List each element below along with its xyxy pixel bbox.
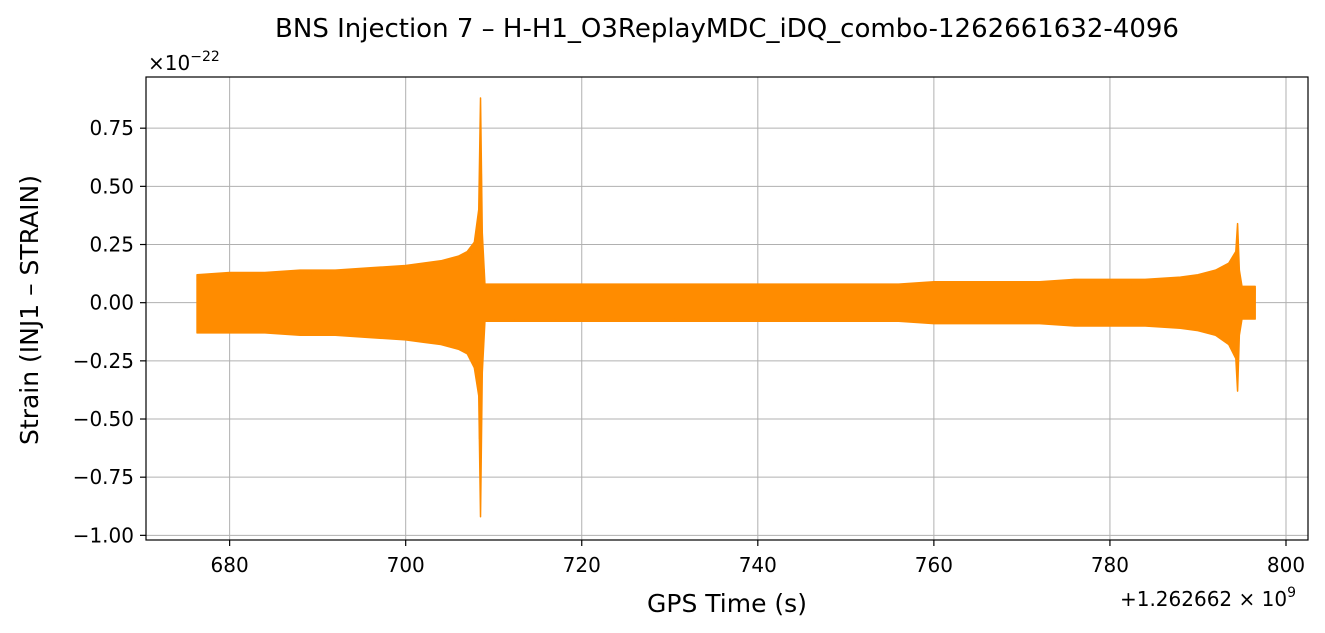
x-offset-exponent: 9: [1287, 585, 1296, 601]
x-offset-base: +1.262662 × 10: [1120, 587, 1287, 611]
y-multiplier: ×10−22: [148, 49, 220, 75]
strain-trace: [196, 128, 1256, 463]
y-tick-label: 0.25: [89, 233, 134, 257]
x-tick-label: 720: [563, 553, 601, 577]
y-tick-label: −0.50: [73, 407, 134, 431]
x-tick-label: 700: [387, 553, 425, 577]
x-axis-ticks: 680 700 720 740 760 780 800: [211, 540, 1305, 577]
y-axis-label: Strain (INJ1 – STRAIN): [15, 175, 44, 445]
y-tick-label: −0.25: [73, 349, 134, 373]
y-tick-label: 0.50: [89, 174, 134, 198]
x-tick-label: 680: [211, 553, 249, 577]
y-tick-label: −1.00: [73, 523, 134, 547]
x-axis-label: GPS Time (s): [647, 589, 807, 618]
series-strain: [196, 97, 1256, 518]
y-tick-label: 0.75: [89, 116, 134, 140]
y-multiplier-exponent: −22: [190, 49, 220, 65]
x-offset: +1.262662 × 109: [1120, 585, 1296, 611]
x-tick-label: 800: [1267, 553, 1305, 577]
x-tick-label: 740: [739, 553, 777, 577]
y-tick-label: −0.75: [73, 465, 134, 489]
x-tick-label: 760: [915, 553, 953, 577]
y-multiplier-base: ×10: [148, 51, 190, 75]
y-axis-ticks: 0.75 0.50 0.25 0.00 −0.25 −0.50 −0.75 −1.00: [73, 116, 146, 547]
x-tick-label: 780: [1091, 553, 1129, 577]
y-tick-label: 0.00: [89, 291, 134, 315]
plot-frame: [145, 76, 1309, 541]
chart-title: BNS Injection 7 – H-H1_O3ReplayMDC_iDQ_c…: [275, 14, 1179, 44]
